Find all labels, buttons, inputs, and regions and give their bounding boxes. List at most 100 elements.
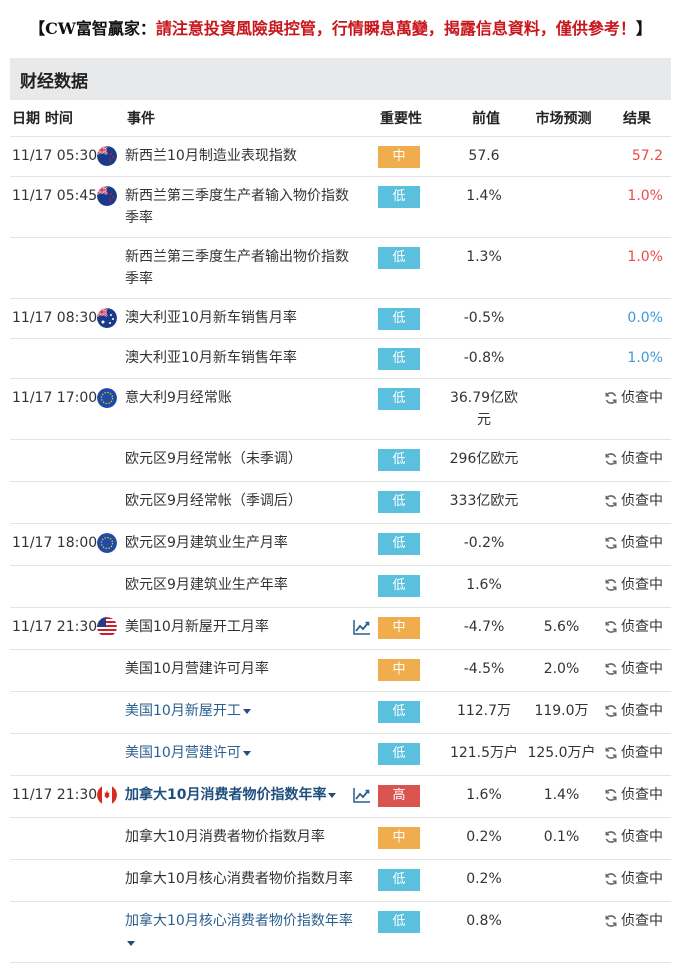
forecast-value (525, 238, 598, 298)
forecast-value (525, 299, 598, 338)
event-cell[interactable]: 美国10月营建许可 (125, 734, 353, 775)
pending-status: 侦查中 (604, 616, 663, 638)
result-value: 0.0% (627, 310, 663, 326)
event-time: 11/17 18:00 (12, 535, 98, 551)
importance-badge: 低 (378, 575, 420, 597)
refresh-icon (605, 453, 617, 465)
refresh-icon (605, 873, 617, 885)
result-text: 侦查中 (621, 787, 663, 803)
table-row: 11/17 05:45 新西兰第三季度生产者输入物价指数季率 低 1.4% 1.0% (10, 177, 671, 238)
trend-chart-icon[interactable] (353, 787, 378, 803)
event-name[interactable]: 加拿大10月消费者物价指数年率 (125, 787, 327, 803)
result-text: 侦查中 (621, 619, 663, 635)
event-cell[interactable]: 加拿大10月消费者物价指数年率 (125, 776, 353, 817)
event-name: 美国10月营建许可月率 (125, 661, 269, 677)
expand-caret-icon[interactable] (242, 708, 251, 714)
result-text: 侦查中 (621, 577, 663, 593)
event-cell: 新西兰第三季度生产者输入物价指数季率 (125, 177, 353, 237)
event-cell: 美国10月营建许可月率 (125, 650, 353, 691)
event-name[interactable]: 加拿大10月核心消费者物价指数年率 (125, 913, 353, 929)
importance-badge: 低 (378, 533, 420, 555)
event-cell[interactable]: 美国10月新屋开工 (125, 692, 353, 733)
refresh-icon (605, 621, 617, 633)
pending-status: 侦查中 (604, 532, 663, 554)
table-row: 美国10月营建许可月率 中 -4.5% 2.0% 侦查中 (10, 650, 671, 692)
au-flag-icon (95, 308, 125, 328)
pending-status: 侦查中 (604, 658, 663, 680)
table-row: 欧元区9月建筑业生产年率 低 1.6% 侦查中 (10, 566, 671, 608)
eu-flag-icon (95, 533, 125, 553)
event-time (10, 566, 95, 607)
header-previous: 前值 (472, 111, 500, 127)
importance-badge: 低 (378, 869, 420, 891)
event-name: 新西兰第三季度生产者输出物价指数季率 (125, 249, 349, 287)
table-row: 澳大利亚10月新车销售年率 低 -0.8% 1.0% (10, 339, 671, 379)
result-value: 57.2 (631, 148, 663, 164)
event-cell: 加拿大10月消费者物价指数月率 (125, 818, 353, 859)
event-name: 加拿大10月核心消费者物价指数月率 (125, 871, 353, 887)
previous-value: -4.7% (463, 619, 505, 635)
pending-status: 侦查中 (604, 448, 663, 470)
importance-badge: 低 (378, 701, 420, 723)
event-time: 11/17 05:30 (12, 148, 98, 164)
result-text: 侦查中 (621, 390, 663, 406)
table-row: 11/17 05:30 新西兰10月制造业表现指数 中 57.6 57.2 (10, 137, 671, 177)
previous-value: 112.7万 (456, 703, 512, 719)
event-cell: 意大利9月经常账 (125, 379, 353, 439)
event-time (10, 650, 95, 691)
result-text: 侦查中 (621, 703, 663, 719)
event-cell: 加拿大10月核心消费者物价指数月率 (125, 860, 353, 901)
forecast-value (525, 524, 598, 565)
previous-value: 0.2% (466, 829, 502, 845)
event-name: 欧元区9月建筑业生产月率 (125, 535, 288, 551)
event-cell: 欧元区9月建筑业生产年率 (125, 566, 353, 607)
event-cell: 新西兰第三季度生产者输出物价指数季率 (125, 238, 353, 298)
forecast-value: 0.1% (543, 829, 580, 845)
refresh-icon (605, 392, 617, 404)
event-time (10, 440, 95, 481)
event-cell: 澳大利亚10月新车销售年率 (125, 339, 353, 378)
refresh-icon (605, 705, 617, 717)
previous-value: 1.6% (466, 787, 502, 803)
result-text: 侦查中 (621, 745, 663, 761)
previous-value: 36.79亿欧元 (449, 390, 519, 428)
section-title: 财经数据 (20, 71, 88, 92)
expand-caret-icon[interactable] (242, 750, 251, 756)
table-body: 11/17 05:30 新西兰10月制造业表现指数中 57.6 57.2 11/17 0… (10, 137, 671, 963)
previous-value: -0.2% (463, 535, 505, 551)
previous-value: -4.5% (463, 661, 505, 677)
header-result: 结果 (623, 111, 651, 127)
result-text: 侦查中 (621, 661, 663, 677)
result-text: 侦查中 (621, 451, 663, 467)
disclaimer-banner: 【CW富智贏家： 請注意投資風險與控管，行情瞬息萬變，揭露信息資料，僅供參考！ … (0, 0, 681, 54)
event-name[interactable]: 美国10月新屋开工 (125, 703, 241, 719)
event-time (10, 692, 95, 733)
refresh-icon (605, 663, 617, 675)
pending-status: 侦查中 (604, 742, 663, 764)
importance-badge: 低 (378, 743, 420, 765)
banner-close: 】 (635, 19, 652, 38)
trend-chart-icon[interactable] (353, 619, 378, 635)
event-name[interactable]: 美国10月营建许可 (125, 745, 241, 761)
event-time (10, 238, 95, 298)
importance-badge: 中 (378, 827, 420, 849)
forecast-value: 1.4% (543, 787, 580, 803)
previous-value: 0.2% (466, 871, 502, 887)
expand-caret-icon[interactable] (127, 940, 135, 946)
event-name: 欧元区9月经常帐（未季调） (125, 451, 302, 467)
forecast-value (525, 339, 598, 378)
table-row: 新西兰第三季度生产者输出物价指数季率 低 1.3% 1.0% (10, 238, 671, 299)
previous-value: 1.3% (466, 249, 502, 265)
event-cell[interactable]: 加拿大10月核心消费者物价指数年率 (125, 902, 353, 962)
section-header: 财经数据 (10, 58, 671, 100)
expand-caret-icon[interactable] (328, 792, 337, 798)
event-time (10, 860, 95, 901)
refresh-icon (605, 579, 617, 591)
event-name: 美国10月新屋开工月率 (125, 619, 269, 635)
event-cell: 欧元区9月经常帐（季调后） (125, 482, 353, 523)
event-time: 11/17 05:45 (12, 188, 98, 204)
forecast-value (525, 440, 598, 481)
forecast-value: 5.6% (543, 619, 580, 635)
header-importance: 重要性 (380, 111, 422, 127)
previous-value: -0.8% (463, 350, 505, 366)
